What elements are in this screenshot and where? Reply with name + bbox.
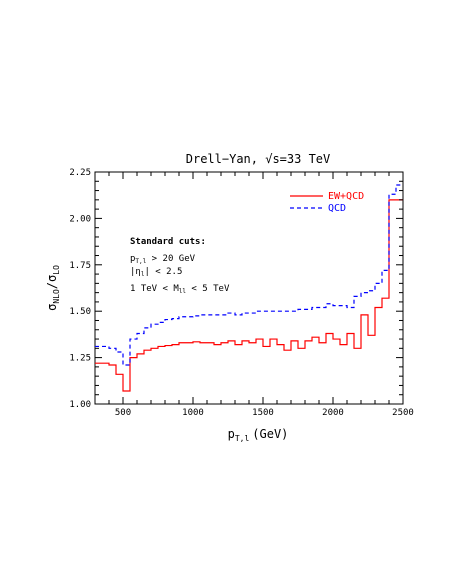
- legend-label-ew-qcd: EW+QCD: [328, 191, 364, 202]
- series-line-qcd: [95, 184, 403, 366]
- cut-pt: pT,l > 20 GeV: [130, 254, 196, 265]
- cut-mll: 1 TeV < Mll < 5 TeV: [130, 284, 230, 295]
- y-tick-label: 1.75: [69, 261, 91, 271]
- series-line-ew-qcd: [95, 199, 403, 392]
- x-axis-label: pT,l (GeV): [228, 427, 289, 443]
- x-tick-label: 2500: [392, 408, 414, 418]
- chart-title: Drell−Yan, √s=33 TeV: [186, 152, 331, 166]
- cut-eta: |ηl| < 2.5: [130, 267, 182, 278]
- y-tick-label: 1.25: [69, 354, 91, 364]
- y-tick-label: 2.00: [69, 214, 91, 224]
- y-tick-label: 1.50: [69, 307, 91, 317]
- x-tick-label: 1000: [182, 408, 204, 418]
- y-tick-label: 2.25: [69, 168, 91, 178]
- y-tick-label: 1.00: [69, 400, 91, 410]
- y-axis-label: σNLO/σLO: [45, 265, 61, 311]
- legend: EW+QCD QCD: [290, 191, 364, 214]
- x-tick-label: 2000: [322, 408, 344, 418]
- legend-label-qcd: QCD: [328, 203, 346, 214]
- x-tick-label: 500: [115, 408, 131, 418]
- cuts-heading: Standard cuts:: [130, 237, 206, 247]
- x-tick-label: 1500: [252, 408, 274, 418]
- cuts-annotation: Standard cuts: pT,l > 20 GeV |ηl| < 2.5 …: [130, 237, 230, 295]
